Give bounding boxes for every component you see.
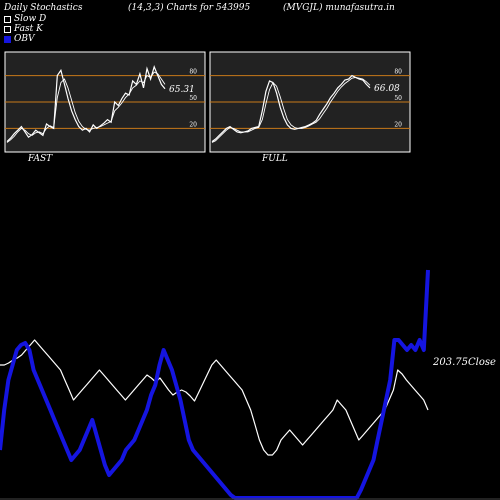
fast-panel: 80 50 20 65.31 FAST [4,51,206,164]
legend-label: Slow D [14,14,47,24]
legend-label: OBV [14,34,35,44]
full-series-1 [211,76,371,143]
legend-fast-k: Fast K [4,24,43,34]
chart-params: (14,3,3) Charts for 543995 [128,3,251,13]
y-tick-label: 20 [189,121,197,128]
y-tick-label: 50 [394,95,402,102]
full-series-0 [211,74,371,143]
price-obv-panel: 203.75Close [0,269,500,500]
legend-slow-d: Slow D [4,14,46,24]
full-panel-label: FULL [261,154,288,164]
y-tick-label: 80 [394,69,402,76]
chart-symbol: (MVGJL) munafasutra.in [283,3,395,13]
full-last-value-label: 66.08 [374,84,400,94]
fast-series-1 [6,71,166,143]
y-tick-label: 20 [394,121,402,128]
close-price-label: 203.75Close [432,357,496,368]
chart-title: Daily Stochastics [4,3,83,13]
fast-panel-label: FAST [27,154,53,164]
hollow-square-icon [4,25,11,33]
fast-last-value-label: 65.31 [169,85,195,95]
y-tick-label: 80 [189,69,197,76]
obv-line [0,269,430,500]
hollow-square-icon [4,15,11,23]
fast-series-0 [6,64,166,143]
legend-label: Fast K [14,24,43,34]
close-price-line [0,339,429,456]
full-panel: 80 50 20 66.08 FULL [209,51,411,164]
y-tick-label: 50 [189,95,197,102]
legend-obv: OBV [4,34,35,44]
filled-square-icon [4,35,11,43]
